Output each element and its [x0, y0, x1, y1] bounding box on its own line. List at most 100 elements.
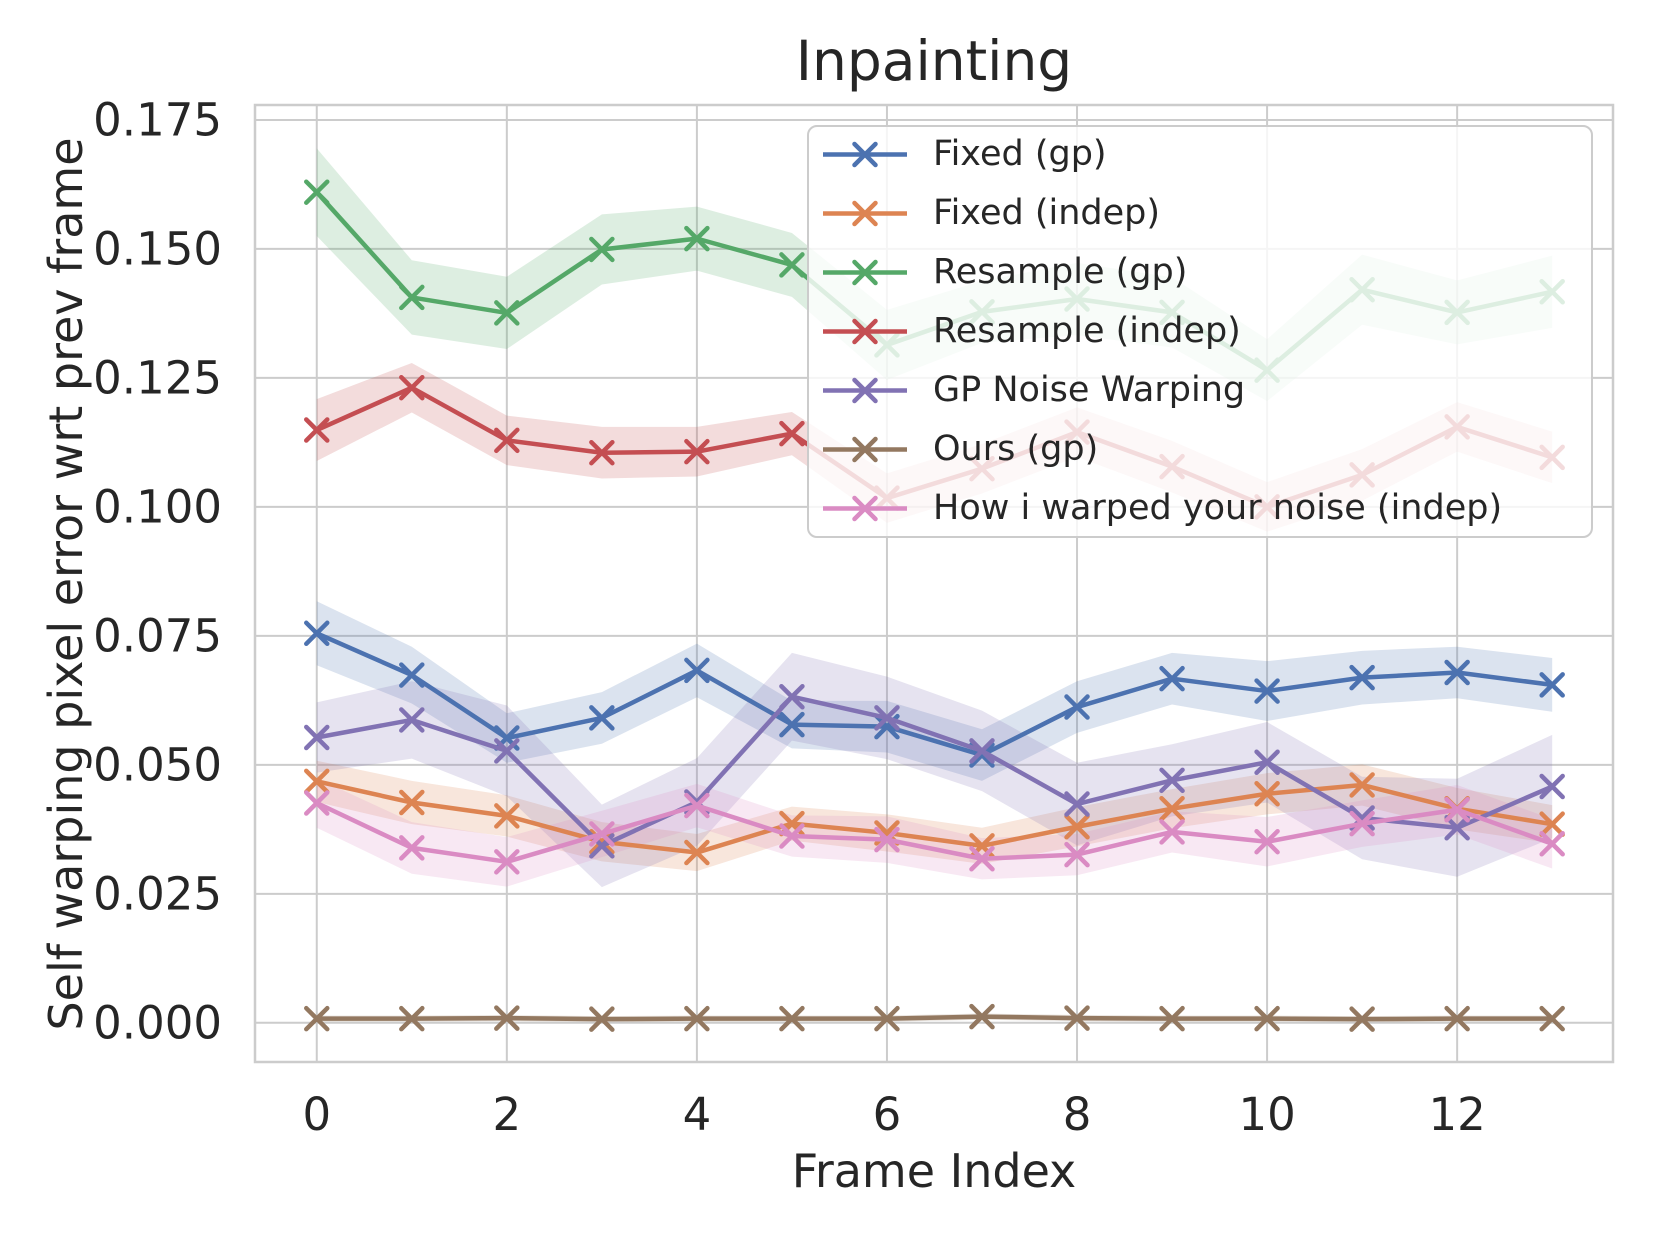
x-marker	[1064, 813, 1090, 840]
x-marker	[684, 657, 710, 684]
x-marker	[399, 707, 425, 733]
x-marker	[684, 1005, 710, 1032]
x-marker	[1254, 780, 1280, 807]
legend-item-resample-indep: Resample (indep)	[809, 302, 1591, 361]
confidence-band	[316, 778, 1553, 887]
y-tick-label: 0.125	[93, 351, 222, 405]
x-marker	[1064, 1005, 1090, 1031]
x-marker	[684, 792, 710, 819]
x-marker	[874, 705, 900, 731]
x-marker	[494, 803, 520, 829]
x-marker	[1159, 795, 1185, 822]
x-tick-label: 12	[1428, 1088, 1486, 1141]
x-marker	[399, 1005, 425, 1032]
x-marker	[1159, 1005, 1185, 1032]
legend-item-label: Resample (gp)	[933, 252, 1188, 292]
line-x-marker-icon	[823, 436, 907, 463]
legend-item-gp-noise-warping: GP Noise Warping	[809, 361, 1591, 420]
x-marker	[494, 427, 520, 454]
x-marker	[1539, 773, 1565, 800]
x-marker	[969, 845, 995, 872]
x-marker	[304, 768, 330, 795]
legend: Fixed (gp) Fixed (indep) Resample (gp) R…	[807, 125, 1593, 538]
legend-item-label: Resample (indep)	[933, 311, 1241, 351]
line-x-marker-icon	[823, 141, 907, 168]
x-marker	[1539, 811, 1565, 837]
x-marker	[1539, 1005, 1565, 1032]
confidence-band	[316, 601, 1553, 781]
x-marker	[589, 821, 615, 847]
y-tick-label: 0.150	[93, 222, 222, 276]
legend-item-label: Fixed (gp)	[933, 134, 1107, 174]
x-marker	[1159, 665, 1185, 692]
x-marker	[1159, 767, 1185, 794]
x-marker	[304, 790, 330, 816]
x-tick-label: 8	[1062, 1088, 1092, 1141]
x-marker	[589, 705, 615, 731]
x-marker	[1444, 1005, 1470, 1032]
x-marker	[494, 300, 520, 326]
x-marker	[1349, 772, 1375, 798]
legend-item-fixed-indep: Fixed (indep)	[809, 184, 1591, 243]
x-tick-label: 10	[1238, 1088, 1296, 1141]
x-marker	[1444, 796, 1470, 823]
data-line	[316, 1014, 1553, 1022]
y-tick-label: 0.000	[93, 996, 222, 1050]
x-marker	[684, 839, 710, 866]
x-marker	[684, 225, 710, 252]
x-marker	[589, 1006, 615, 1032]
x-marker	[779, 711, 805, 738]
x-marker	[1064, 841, 1090, 868]
legend-item-label: Ours (gp)	[933, 429, 1099, 469]
x-marker	[304, 179, 330, 205]
x-marker	[1444, 815, 1470, 841]
x-marker	[304, 724, 330, 751]
legend-item-ours-gp: Ours (gp)	[809, 420, 1591, 479]
legend-item-how-i-warped-your-noise: How i warped your noise (indep)	[809, 479, 1591, 538]
x-axis-label: Frame Index	[791, 1144, 1077, 1198]
y-tick-label: 0.025	[93, 867, 222, 921]
line-x-marker-icon	[823, 318, 907, 345]
plot-border	[253, 103, 1615, 1064]
legend-item-resample-gp: Resample (gp)	[809, 243, 1591, 302]
x-marker	[1254, 828, 1280, 855]
x-marker	[969, 738, 995, 764]
x-marker	[779, 252, 805, 278]
chart-title: Inpainting	[795, 29, 1073, 93]
legend-item-label: How i warped your noise (indep)	[933, 488, 1503, 528]
x-marker	[1539, 831, 1565, 857]
line-x-marker-icon	[823, 495, 907, 522]
x-marker	[1349, 810, 1375, 837]
x-marker	[1254, 1005, 1280, 1032]
x-marker	[399, 835, 425, 861]
legend-item-label: Fixed (indep)	[933, 193, 1161, 233]
x-marker	[304, 1005, 330, 1032]
x-marker	[1254, 749, 1280, 776]
x-marker	[779, 1005, 805, 1032]
data-line	[316, 694, 1554, 849]
line-x-marker-icon	[823, 259, 907, 286]
x-marker	[494, 1005, 520, 1031]
x-marker	[399, 284, 425, 311]
x-marker	[779, 823, 805, 849]
x-marker	[304, 620, 330, 647]
x-marker	[1064, 694, 1090, 720]
x-tick-label: 6	[872, 1088, 902, 1141]
x-marker	[589, 236, 615, 263]
y-tick-label: 0.100	[93, 480, 222, 534]
y-tick-label: 0.175	[93, 93, 222, 147]
x-marker	[684, 438, 710, 465]
x-marker	[969, 1003, 995, 1030]
x-marker	[399, 789, 425, 816]
x-marker	[304, 417, 330, 443]
line-x-marker-icon	[823, 377, 907, 404]
x-tick-label: 0	[302, 1088, 332, 1141]
x-marker	[1159, 819, 1185, 845]
data-line	[315, 800, 1553, 865]
x-marker	[1349, 664, 1375, 691]
data-line	[315, 631, 1553, 758]
x-marker	[1349, 1006, 1375, 1032]
x-marker	[1444, 659, 1470, 686]
x-tick-label: 4	[682, 1088, 712, 1141]
x-marker	[589, 439, 615, 466]
